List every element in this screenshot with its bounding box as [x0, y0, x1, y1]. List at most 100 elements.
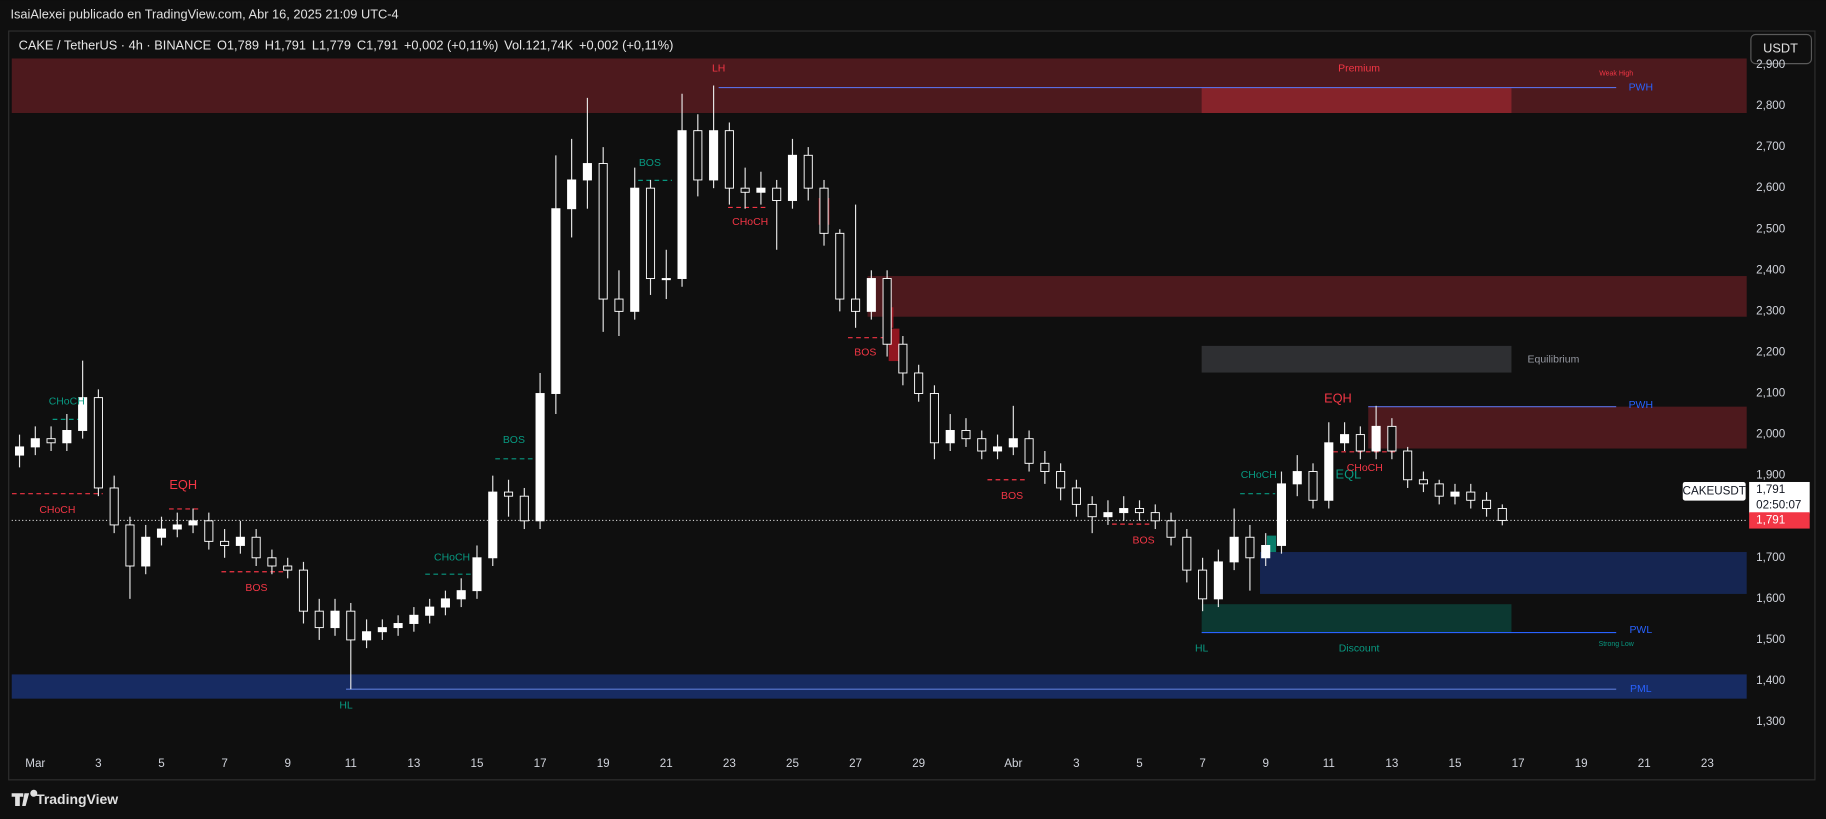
- candle-body: [314, 610, 324, 629]
- candle-body: [156, 528, 167, 538]
- candle-body: [1387, 425, 1397, 452]
- candle-body: [992, 446, 1003, 452]
- annotation: BOS: [1133, 535, 1155, 546]
- zone: [1368, 406, 1747, 449]
- symbol-tag-box: [1682, 481, 1746, 501]
- candle-body: [393, 623, 403, 629]
- candle-body: [456, 590, 466, 600]
- header: IsaiAlexei publicado en TradingView.com,…: [10, 7, 398, 22]
- axes: 1,3001,4001,5001,6001,7001,8001,9002,000…: [25, 58, 1810, 770]
- candle-body: [46, 438, 56, 444]
- candle-body: [1071, 487, 1081, 505]
- x-tick-label: 15: [1449, 757, 1462, 770]
- y-tick-label: 2,700: [1756, 140, 1786, 153]
- x-tick-label: 19: [597, 757, 610, 770]
- candle-body: [1166, 520, 1176, 538]
- annotation: PML: [1630, 684, 1652, 695]
- y-tick-label: 2,200: [1756, 346, 1786, 359]
- annotation: CHoCH: [1241, 470, 1277, 481]
- candle-body: [1134, 508, 1145, 514]
- candle-body: [535, 393, 545, 522]
- candle-body: [551, 208, 561, 394]
- y-tick-label: 2,900: [1756, 58, 1786, 71]
- annotation: BOS: [503, 435, 525, 446]
- x-tick-label: 3: [95, 757, 101, 770]
- candle-body: [267, 557, 277, 567]
- chart-panel: [8, 30, 1816, 781]
- currency-button[interactable]: [1750, 33, 1813, 65]
- plot: LH Premium Weak High PWH BOS CHoCH BOS Equilibr…: [11, 58, 1747, 711]
- annotation: HL: [1195, 643, 1209, 654]
- candle-body: [141, 536, 151, 567]
- candle-body: [1245, 536, 1255, 559]
- zone: [888, 328, 900, 362]
- x-tick-label: 29: [912, 757, 925, 770]
- y-tick-label: 2,100: [1756, 387, 1786, 400]
- candle-body: [1198, 569, 1208, 600]
- y-tick-label: 2,400: [1756, 263, 1786, 276]
- candle-body: [614, 298, 624, 312]
- candle-body: [93, 397, 103, 489]
- candle-body: [582, 163, 592, 181]
- legend-item: +0,002 (+0,11%): [579, 38, 673, 53]
- y-tick-label: 1,900: [1756, 469, 1786, 482]
- annotation: BOS: [854, 348, 876, 359]
- candle-body: [661, 278, 671, 281]
- candle-body: [14, 446, 25, 456]
- candle-body: [740, 187, 750, 193]
- x-tick-label: 7: [221, 757, 227, 770]
- x-tick-label: 21: [660, 757, 673, 770]
- x-tick-label: 9: [1262, 757, 1268, 770]
- y-tick-label: 2,300: [1756, 304, 1786, 317]
- candle-body: [188, 520, 198, 526]
- candle-body: [30, 438, 40, 448]
- x-tick-label: 23: [723, 757, 736, 770]
- candle-body: [1182, 536, 1192, 571]
- x-tick-label: 5: [1136, 757, 1142, 770]
- candle-body: [1103, 512, 1113, 518]
- y-tick-label: 2,500: [1756, 222, 1786, 235]
- legend-item: 1,779: [319, 38, 351, 53]
- zone: [867, 276, 1747, 317]
- candle-body: [851, 298, 861, 312]
- candle-body: [803, 154, 813, 189]
- price-box-value: 1,791: [1756, 483, 1785, 496]
- candle-body: [1213, 561, 1223, 600]
- legend: CAKE / TetherUS · 4h · BINANCE O1,789 H1,7…: [19, 38, 674, 53]
- y-tick-label: 1,600: [1756, 592, 1786, 605]
- candle-body: [62, 430, 72, 444]
- x-tick-label: 13: [407, 757, 420, 770]
- candle-body: [898, 343, 908, 374]
- countdown: 02:50:07: [1756, 498, 1801, 511]
- annotation: PWH: [1629, 400, 1653, 411]
- candle-body: [693, 130, 703, 181]
- legend-item: 1,791: [274, 38, 306, 53]
- annotation: Weak High: [1599, 70, 1633, 77]
- candle-body: [1292, 471, 1302, 485]
- annotation: HL: [339, 700, 353, 711]
- annotation: EQH: [169, 477, 197, 492]
- candle-body: [1276, 483, 1287, 546]
- candle-body: [1008, 438, 1018, 448]
- candle-body: [1418, 479, 1428, 485]
- candle-body: [330, 610, 340, 629]
- annotation: EQL: [1336, 467, 1362, 482]
- candle-body: [772, 187, 782, 201]
- x-tick-label: 27: [849, 757, 862, 770]
- x-tick-label: 7: [1199, 757, 1205, 770]
- candle-body: [961, 430, 971, 440]
- candle-body: [1324, 442, 1334, 501]
- candle-body: [724, 130, 734, 189]
- candle-body: [756, 187, 766, 193]
- candle-body: [1150, 512, 1160, 522]
- x-tick-label: 23: [1701, 757, 1714, 770]
- candle-body: [1040, 462, 1050, 473]
- candle-body: [598, 163, 608, 300]
- candle-body: [220, 540, 230, 546]
- candle-body: [377, 627, 387, 633]
- zone: [1260, 552, 1747, 594]
- candle-body: [866, 278, 876, 312]
- x-tick-label: 9: [284, 757, 290, 770]
